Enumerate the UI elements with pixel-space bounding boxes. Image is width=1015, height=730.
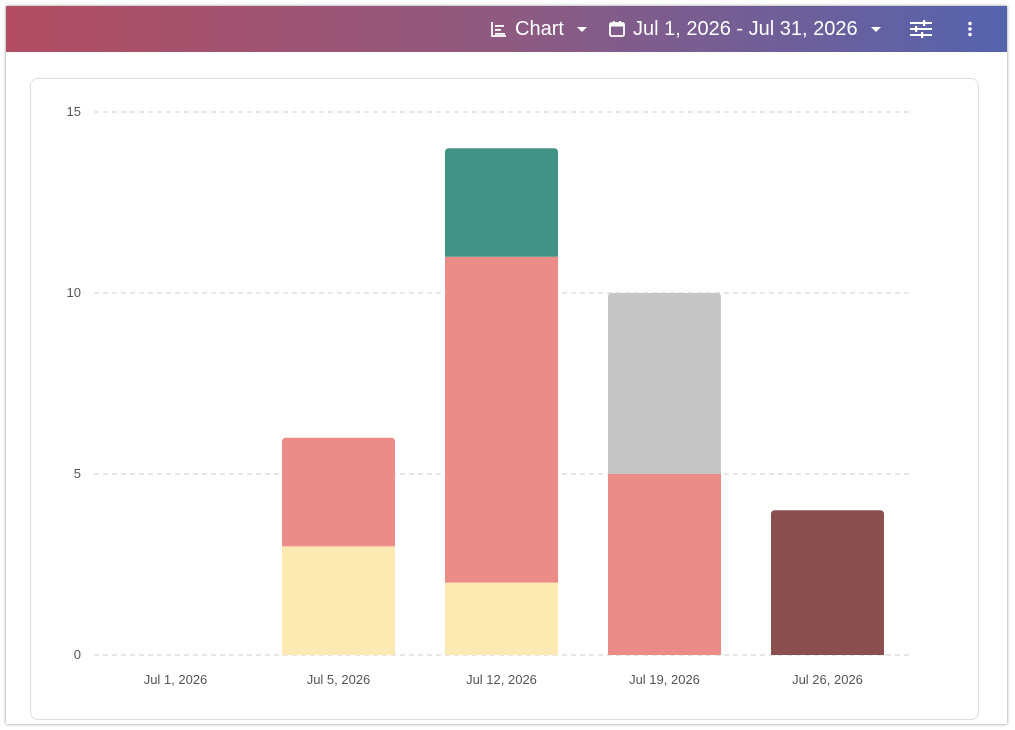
bar-segment[interactable] [445,256,558,583]
sliders-icon [909,19,933,39]
toolbar: Chart Jul 1, 2026 - Jul 31, 2026 [6,6,1007,52]
calendar-icon [608,20,626,38]
bar-chart-icon [490,20,508,38]
chart-card: 0 5 10 15 Jul 1, 2026 Jul 5, 2026 Jul 12, 202… [30,78,979,720]
y-tick-label: 0 [74,647,81,662]
view-selector-label: Chart [515,17,564,40]
view-selector[interactable]: Chart [490,6,587,52]
date-range-selector[interactable]: Jul 1, 2026 - Jul 31, 2026 [608,6,881,52]
x-tick-label: Jul 5, 2026 [307,672,371,687]
bar-segment[interactable] [282,546,395,655]
x-tick-label: Jul 26, 2026 [792,672,863,687]
x-tick-label: Jul 19, 2026 [629,672,700,687]
x-tick-label: Jul 12, 2026 [466,672,537,687]
y-tick-label: 5 [74,466,81,481]
more-button[interactable] [966,6,974,52]
chevron-down-icon [576,26,587,32]
app-window: Chart Jul 1, 2026 - Jul 31, 2026 [6,6,1007,724]
date-range-label: Jul 1, 2026 - Jul 31, 2026 [633,17,858,40]
bar-segment[interactable] [445,582,558,655]
more-vertical-icon [966,20,974,38]
bar-segment[interactable] [608,293,721,474]
y-axis: 0 5 10 15 [67,104,81,662]
bar-segment[interactable] [771,510,884,655]
chevron-down-icon [870,26,881,32]
filter-button[interactable] [909,6,933,52]
bar-stack[interactable] [608,293,721,655]
bar-stack[interactable] [771,510,884,655]
stacked-bar-chart: 0 5 10 15 Jul 1, 2026 Jul 5, 2026 Jul 12, 202… [67,104,909,687]
y-tick-label: 15 [67,104,81,119]
bar-segment[interactable] [445,148,558,257]
bar-stack[interactable] [445,148,558,655]
bar-segment[interactable] [608,474,721,655]
y-tick-label: 10 [67,285,81,300]
x-axis: Jul 1, 2026 Jul 5, 2026 Jul 12, 2026 Jul 19… [144,672,863,687]
bar-stack[interactable] [282,437,395,655]
bars [282,148,884,655]
bar-segment[interactable] [282,437,395,547]
x-tick-label: Jul 1, 2026 [144,672,208,687]
